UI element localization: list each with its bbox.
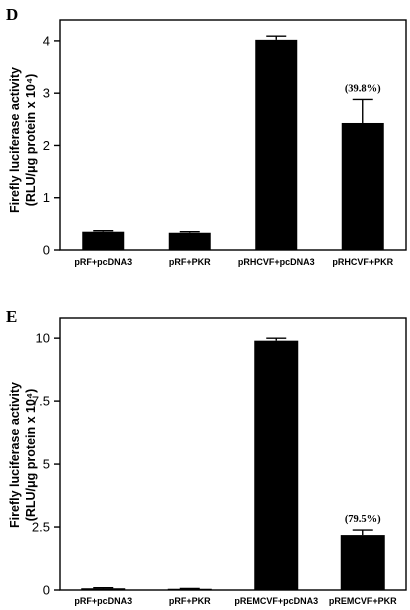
panel-d-bar: [168, 232, 211, 250]
panel-e-category-label: pRF+pcDNA3: [74, 596, 132, 606]
panel-e-category-label: pREMCVF+pcDNA3: [234, 596, 318, 606]
panel-e-label: E: [6, 307, 17, 326]
panel-e-plot-frame: [59, 317, 407, 591]
panel-d-ylabel-line1: Firefly luciferase activity: [8, 67, 22, 213]
panel-e-y-tick-label: 7.5: [32, 394, 50, 409]
panel-e-category-label: pREMCVF+PKR: [329, 596, 397, 606]
panel-e-bar: [167, 588, 212, 590]
panel-e-plot: 0 2.5 5 7.5 10 pRF+pcDNA3 pRF+PKR pREMCVF+pcDNA…: [32, 317, 407, 606]
panel-e-bar: [81, 588, 126, 590]
panel-e-y-tick-label: 0: [43, 583, 50, 598]
panel-d-category-label: pRHCVF+pcDNA3: [238, 257, 315, 267]
panel-e-ylabel-line1: Firefly luciferase activity: [8, 382, 22, 528]
panel-d-category-label: pRHCVF+PKR: [332, 257, 393, 267]
panel-d-category-label: pRF+pcDNA3: [74, 257, 132, 267]
panel-d-bar: [255, 39, 298, 251]
panel-e-y-tick-label: 2.5: [32, 520, 50, 535]
panel-e-y-tick-label: 5: [43, 457, 50, 472]
panel-d-bar-annotation: (39.8%): [345, 83, 381, 94]
panel-e: E Firefly luciferase activity (RLU/μg pr…: [6, 307, 407, 606]
panel-d-y-tick-label: 2: [43, 138, 50, 153]
panel-e-bar: [254, 340, 299, 590]
panel-d-plot-frame: [59, 19, 407, 251]
panel-d-y-tick-label: 3: [43, 86, 50, 101]
panel-e-ylabel-line2: (RLU/μg protein x 10⁴): [24, 389, 38, 522]
panel-e-y-tick-label: 10: [36, 331, 50, 346]
panel-e-bar: [340, 535, 385, 590]
panel-d-y-tick-label: 0: [43, 243, 50, 258]
panel-d-y-tick-label: 4: [43, 33, 50, 48]
panel-d-category-label: pRF+PKR: [169, 257, 211, 267]
panel-d-bar: [341, 122, 384, 250]
panel-d-plot: 0 1 2 3 4 pRF+pcDNA3 pRF+PKR pRHCVF+pcDNA3 (39.8…: [43, 19, 407, 267]
panel-e-bar-annotation: (79.5%): [345, 514, 381, 525]
panel-e-category-label: pRF+PKR: [169, 596, 211, 606]
panel-d-bar: [82, 231, 125, 250]
panel-d: D Firefly luciferase activity (RLU/μg pr…: [6, 5, 407, 267]
panel-d-ylabel-line2: (RLU/μg protein x 10⁴): [24, 74, 38, 207]
panel-d-y-tick-label: 1: [43, 190, 50, 205]
panel-d-label: D: [6, 5, 18, 24]
